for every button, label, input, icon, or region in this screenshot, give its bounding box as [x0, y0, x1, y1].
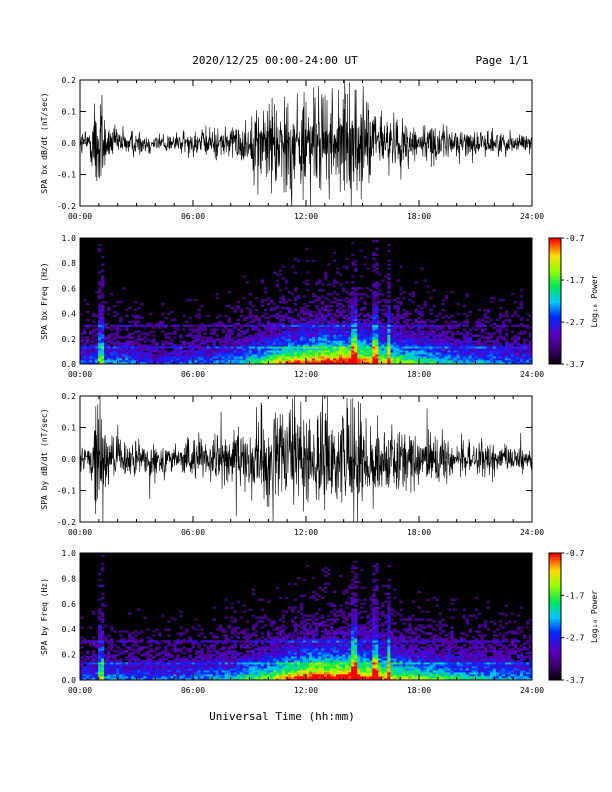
- x-tick-label-2-4: 24:00: [520, 528, 544, 537]
- y-axis-label-1: SPA bx Freq (Hz): [40, 262, 49, 339]
- y-tick-label-2-1: -0.1: [57, 487, 76, 496]
- x-tick-label-2-1: 06:00: [181, 528, 205, 537]
- x-tick-label-2-3: 18:00: [407, 528, 431, 537]
- spectrogram-cells-3: [80, 554, 533, 681]
- y-tick-label-0-1: -0.1: [57, 171, 76, 180]
- x-tick-label-3-4: 24:00: [520, 686, 544, 695]
- x-tick-label-1-2: 12:00: [294, 370, 318, 379]
- colorbar-1: -0.7 -1.7 -2.7 -3.7 Log₁₀ Power: [548, 234, 599, 369]
- y-tick-label-1-1: 0.2: [62, 335, 77, 344]
- x-tick-label-0-4: 24:00: [520, 212, 544, 221]
- x-tick-label-1-3: 18:00: [407, 370, 431, 379]
- bx-dbdt-panel: 00:00 06:00 12:00 18:00 24:00 -0.2 -0.1 0.0 0.1 0…: [40, 76, 544, 221]
- colorbar-tick-label-1-0: -0.7: [565, 234, 584, 243]
- bx-spectrogram-panel: 00:00 06:00 12:00 18:00 24:00 0.0 0.2 0.4 0.6 0.8…: [40, 234, 599, 379]
- y-tick-label-3-5: 1.0: [62, 549, 77, 558]
- colorbar-label-3: Log₁₀ Power: [590, 590, 599, 643]
- x-tick-label-2-2: 12:00: [294, 528, 318, 537]
- colorbar-tick-label-1-3: -3.7: [565, 360, 584, 369]
- x-tick-label-1-4: 24:00: [520, 370, 544, 379]
- colorbar-tick-label-3-2: -2.7: [565, 634, 584, 643]
- spectrogram-cells-1: [80, 239, 533, 365]
- y-tick-label-2-0: -0.2: [57, 518, 76, 527]
- colorbar-tick-label-3-1: -1.7: [565, 591, 584, 600]
- y-tick-label-2-3: 0.1: [62, 424, 77, 433]
- x-axis-label: Universal Time (hh:mm): [209, 710, 355, 723]
- y-tick-label-0-4: 0.2: [62, 76, 77, 85]
- y-tick-label-3-1: 0.2: [62, 651, 77, 660]
- y-tick-label-1-0: 0.0: [62, 360, 77, 369]
- y-axis-label-0: SPA bx dB/dt (nT/sec): [40, 92, 49, 193]
- by-dbdt-panel: 00:00 06:00 12:00 18:00 24:00 -0.2 -0.1 0.0 0.1 0…: [40, 392, 544, 537]
- y-axis-label-2: SPA by dB/dt (nT/sec): [40, 408, 49, 509]
- colorbar-frame: [548, 237, 562, 365]
- x-tick-label-3-3: 18:00: [407, 686, 431, 695]
- by-spectrogram-panel: 00:00 06:00 12:00 18:00 24:00 0.0 0.2 0.4 0.6 0.8…: [40, 549, 599, 695]
- colorbar-tick-label-3-0: -0.7: [565, 549, 584, 558]
- x-tick-label-1-0: 00:00: [68, 370, 92, 379]
- x-tick-label-3-1: 06:00: [181, 686, 205, 695]
- x-tick-label-3-0: 00:00: [68, 686, 92, 695]
- colorbar-3: -0.7 -1.7 -2.7 -3.7 Log₁₀ Power: [548, 549, 599, 685]
- colorbar-frame: [548, 552, 562, 681]
- y-tick-label-0-0: -0.2: [57, 202, 76, 211]
- x-tick-label-0-2: 12:00: [294, 212, 318, 221]
- x-tick-label-3-2: 12:00: [294, 686, 318, 695]
- y-tick-label-2-2: 0.0: [62, 455, 77, 464]
- x-tick-label-0-1: 06:00: [181, 212, 205, 221]
- colorbar-tick-label-1-1: -1.7: [565, 276, 584, 285]
- colorbar-tick-label-3-3: -3.7: [565, 676, 584, 685]
- y-tick-label-2-4: 0.2: [62, 392, 77, 401]
- x-tick-label-2-0: 00:00: [68, 528, 92, 537]
- y-tick-label-0-2: 0.0: [62, 139, 77, 148]
- dbdt-trace-0: [79, 80, 533, 207]
- y-tick-label-1-3: 0.6: [62, 284, 77, 293]
- y-tick-label-1-2: 0.4: [62, 310, 77, 319]
- dbdt-trace-2: [79, 395, 533, 523]
- colorbar-tick-label-1-2: -2.7: [565, 318, 584, 327]
- y-tick-label-0-3: 0.1: [62, 108, 77, 117]
- y-tick-label-3-2: 0.4: [62, 625, 77, 634]
- y-tick-label-3-3: 0.6: [62, 600, 77, 609]
- figure-title: 2020/12/25 00:00-24:00 UT: [192, 54, 358, 67]
- y-tick-label-3-4: 0.8: [62, 574, 77, 583]
- x-tick-label-1-1: 06:00: [181, 370, 205, 379]
- y-tick-label-3-0: 0.0: [62, 676, 77, 685]
- colorbar-label-1: Log₁₀ Power: [590, 274, 599, 327]
- x-tick-label-0-3: 18:00: [407, 212, 431, 221]
- x-tick-label-0-0: 00:00: [68, 212, 92, 221]
- page-indicator: Page 1/1: [476, 54, 529, 67]
- y-tick-label-1-4: 0.8: [62, 259, 77, 268]
- y-tick-label-1-5: 1.0: [62, 234, 77, 243]
- y-axis-label-3: SPA by Freq (Hz): [40, 578, 49, 655]
